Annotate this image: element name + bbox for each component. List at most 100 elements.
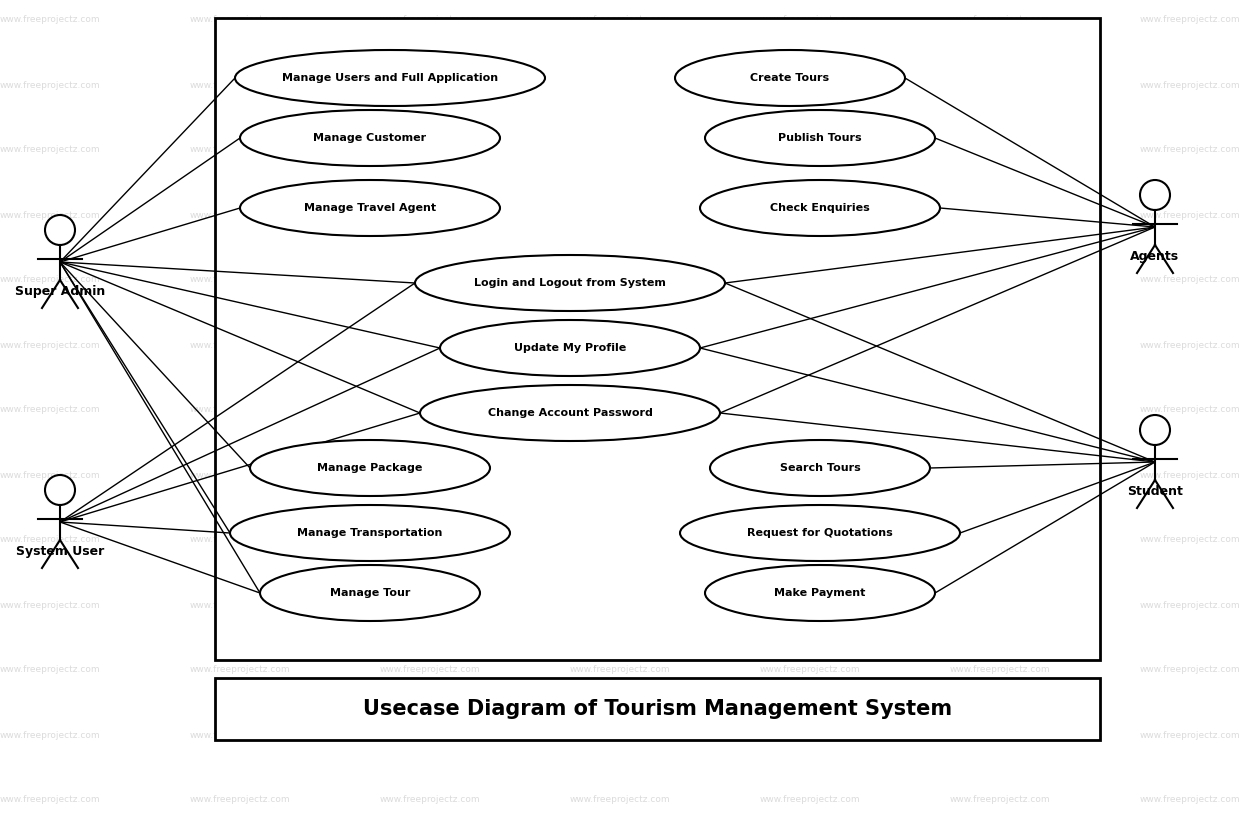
Text: www.freeprojectz.com: www.freeprojectz.com <box>760 795 861 804</box>
Text: www.freeprojectz.com: www.freeprojectz.com <box>949 536 1050 545</box>
Text: Request for Quotations: Request for Quotations <box>748 528 893 538</box>
Ellipse shape <box>235 50 545 106</box>
Text: www.freeprojectz.com: www.freeprojectz.com <box>189 275 290 284</box>
Text: www.freeprojectz.com: www.freeprojectz.com <box>1140 731 1241 740</box>
Text: www.freeprojectz.com: www.freeprojectz.com <box>949 731 1050 740</box>
Text: Create Tours: Create Tours <box>750 73 830 83</box>
Text: www.freeprojectz.com: www.freeprojectz.com <box>380 470 481 479</box>
Ellipse shape <box>705 110 934 166</box>
Text: Change Account Password: Change Account Password <box>487 408 653 418</box>
Text: www.freeprojectz.com: www.freeprojectz.com <box>1140 536 1241 545</box>
Text: www.freeprojectz.com: www.freeprojectz.com <box>760 536 861 545</box>
Text: www.freeprojectz.com: www.freeprojectz.com <box>949 275 1050 284</box>
Text: Search Tours: Search Tours <box>780 463 861 473</box>
Text: www.freeprojectz.com: www.freeprojectz.com <box>760 210 861 219</box>
Text: www.freeprojectz.com: www.freeprojectz.com <box>1140 16 1241 25</box>
Text: www.freeprojectz.com: www.freeprojectz.com <box>760 405 861 414</box>
Ellipse shape <box>680 505 959 561</box>
Text: Student: Student <box>1128 485 1182 498</box>
Text: www.freeprojectz.com: www.freeprojectz.com <box>569 731 670 740</box>
Text: www.freeprojectz.com: www.freeprojectz.com <box>189 341 290 350</box>
Text: www.freeprojectz.com: www.freeprojectz.com <box>380 210 481 219</box>
Text: www.freeprojectz.com: www.freeprojectz.com <box>760 470 861 479</box>
Text: Manage Travel Agent: Manage Travel Agent <box>304 203 436 213</box>
Ellipse shape <box>231 505 510 561</box>
Text: www.freeprojectz.com: www.freeprojectz.com <box>189 210 290 219</box>
Text: www.freeprojectz.com: www.freeprojectz.com <box>949 666 1050 675</box>
Text: www.freeprojectz.com: www.freeprojectz.com <box>1140 470 1241 479</box>
Text: www.freeprojectz.com: www.freeprojectz.com <box>189 146 290 155</box>
Text: Manage Users and Full Application: Manage Users and Full Application <box>282 73 498 83</box>
Text: www.freeprojectz.com: www.freeprojectz.com <box>380 80 481 89</box>
Text: www.freeprojectz.com: www.freeprojectz.com <box>949 16 1050 25</box>
Ellipse shape <box>710 440 930 496</box>
Text: www.freeprojectz.com: www.freeprojectz.com <box>760 16 861 25</box>
Text: www.freeprojectz.com: www.freeprojectz.com <box>380 275 481 284</box>
Text: System User: System User <box>16 545 105 558</box>
Text: www.freeprojectz.com: www.freeprojectz.com <box>0 275 101 284</box>
Text: www.freeprojectz.com: www.freeprojectz.com <box>0 80 101 89</box>
Text: www.freeprojectz.com: www.freeprojectz.com <box>189 600 290 609</box>
Circle shape <box>45 215 75 245</box>
Text: Manage Customer: Manage Customer <box>314 133 426 143</box>
Text: www.freeprojectz.com: www.freeprojectz.com <box>760 146 861 155</box>
Text: www.freeprojectz.com: www.freeprojectz.com <box>189 536 290 545</box>
Text: www.freeprojectz.com: www.freeprojectz.com <box>569 80 670 89</box>
Text: www.freeprojectz.com: www.freeprojectz.com <box>189 16 290 25</box>
Text: www.freeprojectz.com: www.freeprojectz.com <box>0 600 101 609</box>
Text: www.freeprojectz.com: www.freeprojectz.com <box>569 275 670 284</box>
Text: www.freeprojectz.com: www.freeprojectz.com <box>189 666 290 675</box>
Text: www.freeprojectz.com: www.freeprojectz.com <box>949 795 1050 804</box>
Text: Login and Logout from System: Login and Logout from System <box>473 278 665 288</box>
Ellipse shape <box>420 385 720 441</box>
Text: Super Admin: Super Admin <box>15 285 105 298</box>
Text: www.freeprojectz.com: www.freeprojectz.com <box>569 146 670 155</box>
Text: www.freeprojectz.com: www.freeprojectz.com <box>0 795 101 804</box>
Text: www.freeprojectz.com: www.freeprojectz.com <box>760 80 861 89</box>
Ellipse shape <box>240 110 500 166</box>
Text: www.freeprojectz.com: www.freeprojectz.com <box>380 536 481 545</box>
Ellipse shape <box>415 255 725 311</box>
Text: www.freeprojectz.com: www.freeprojectz.com <box>380 795 481 804</box>
Text: www.freeprojectz.com: www.freeprojectz.com <box>380 731 481 740</box>
Circle shape <box>1140 415 1170 445</box>
Text: www.freeprojectz.com: www.freeprojectz.com <box>0 16 101 25</box>
Text: Publish Tours: Publish Tours <box>779 133 862 143</box>
Text: Manage Package: Manage Package <box>318 463 422 473</box>
Text: www.freeprojectz.com: www.freeprojectz.com <box>0 405 101 414</box>
Text: Check Enquiries: Check Enquiries <box>770 203 870 213</box>
Text: www.freeprojectz.com: www.freeprojectz.com <box>569 210 670 219</box>
Text: www.freeprojectz.com: www.freeprojectz.com <box>760 275 861 284</box>
Text: Usecase Diagram of Tourism Management System: Usecase Diagram of Tourism Management Sy… <box>363 699 952 719</box>
Text: www.freeprojectz.com: www.freeprojectz.com <box>189 405 290 414</box>
Ellipse shape <box>250 440 490 496</box>
Text: www.freeprojectz.com: www.freeprojectz.com <box>0 146 101 155</box>
Text: www.freeprojectz.com: www.freeprojectz.com <box>569 795 670 804</box>
Text: www.freeprojectz.com: www.freeprojectz.com <box>0 210 101 219</box>
Text: www.freeprojectz.com: www.freeprojectz.com <box>760 731 861 740</box>
Text: Manage Transportation: Manage Transportation <box>298 528 442 538</box>
Text: www.freeprojectz.com: www.freeprojectz.com <box>0 666 101 675</box>
Ellipse shape <box>700 180 939 236</box>
Circle shape <box>1140 180 1170 210</box>
Text: www.freeprojectz.com: www.freeprojectz.com <box>1140 795 1241 804</box>
Text: www.freeprojectz.com: www.freeprojectz.com <box>189 795 290 804</box>
Text: www.freeprojectz.com: www.freeprojectz.com <box>760 341 861 350</box>
Ellipse shape <box>675 50 905 106</box>
Text: www.freeprojectz.com: www.freeprojectz.com <box>380 146 481 155</box>
Text: www.freeprojectz.com: www.freeprojectz.com <box>1140 341 1241 350</box>
Text: www.freeprojectz.com: www.freeprojectz.com <box>380 341 481 350</box>
Text: www.freeprojectz.com: www.freeprojectz.com <box>569 16 670 25</box>
Text: www.freeprojectz.com: www.freeprojectz.com <box>380 600 481 609</box>
Text: www.freeprojectz.com: www.freeprojectz.com <box>1140 210 1241 219</box>
Text: Agents: Agents <box>1130 250 1180 263</box>
Text: www.freeprojectz.com: www.freeprojectz.com <box>949 405 1050 414</box>
Text: www.freeprojectz.com: www.freeprojectz.com <box>569 405 670 414</box>
Text: www.freeprojectz.com: www.freeprojectz.com <box>1140 666 1241 675</box>
Ellipse shape <box>440 320 700 376</box>
Circle shape <box>45 475 75 505</box>
Text: Manage Tour: Manage Tour <box>330 588 410 598</box>
Ellipse shape <box>260 565 480 621</box>
Text: www.freeprojectz.com: www.freeprojectz.com <box>0 341 101 350</box>
Text: www.freeprojectz.com: www.freeprojectz.com <box>1140 405 1241 414</box>
